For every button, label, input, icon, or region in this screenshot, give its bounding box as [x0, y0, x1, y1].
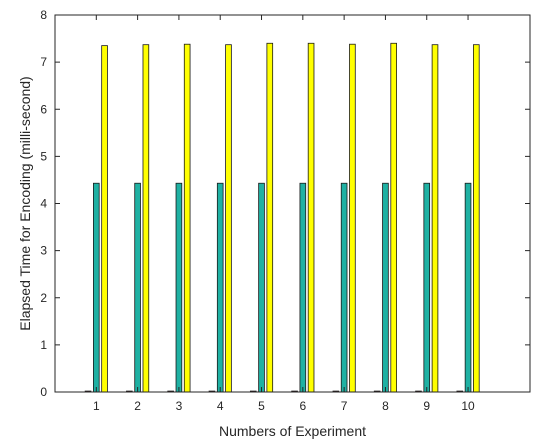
bar-series2-cat8 [382, 182, 389, 393]
y-axis-ticks: 0 1 2 3 4 5 6 7 8 [40, 8, 530, 399]
x-tick-label: 3 [176, 399, 183, 413]
y-tick-label: 0 [40, 385, 47, 399]
x-tick-label: 1 [93, 399, 100, 413]
y-tick-label: 6 [40, 102, 47, 116]
bar-series3-cat8 [390, 42, 397, 393]
y-tick-label: 1 [40, 338, 47, 352]
bar-series3-cat10 [473, 44, 480, 393]
bar-series3-cat9 [431, 44, 439, 393]
bar-series3-cat3 [183, 43, 191, 393]
bar-series3-cat6 [307, 42, 315, 393]
x-axis-label: Numbers of Experiment [219, 423, 366, 439]
bar-series2-cat1 [93, 182, 100, 393]
x-tick-label: 10 [461, 399, 475, 413]
y-tick-label: 3 [40, 244, 47, 258]
bar-series3-cat2 [142, 44, 150, 393]
bar-series3-cat1 [101, 45, 108, 393]
bar-series2-cat7 [340, 182, 348, 393]
y-axis-label: Elapsed Time for Encoding (milli-second) [17, 76, 33, 330]
bar-series2-cat9 [423, 182, 431, 393]
x-tick-label: 2 [134, 399, 141, 413]
bars-group [84, 42, 480, 393]
y-tick-label: 2 [40, 291, 47, 305]
y-tick-label: 5 [40, 149, 47, 163]
bar-series2-cat5 [258, 182, 265, 393]
x-tick-label: 9 [423, 399, 430, 413]
bar-series3-cat7 [349, 43, 356, 393]
bar-series2-cat3 [175, 182, 183, 393]
y-tick-label: 7 [40, 55, 47, 69]
bar-series2-cat2 [134, 182, 141, 393]
bar-series2-cat6 [299, 182, 307, 393]
x-tick-label: 5 [258, 399, 265, 413]
bar-series2-cat4 [216, 182, 224, 393]
x-tick-label: 4 [217, 399, 224, 413]
bar-series3-cat5 [266, 42, 274, 393]
y-tick-label: 8 [40, 8, 47, 22]
y-tick-label: 4 [40, 197, 47, 211]
bar-series3-cat4 [225, 44, 232, 393]
x-axis-ticks: 1 2 3 4 5 6 7 8 9 10 [93, 15, 475, 413]
x-tick-label: 7 [341, 399, 348, 413]
bar-series2-cat10 [464, 182, 472, 393]
x-tick-label: 8 [382, 399, 389, 413]
x-tick-label: 6 [299, 399, 306, 413]
plot-frame [54, 14, 531, 393]
